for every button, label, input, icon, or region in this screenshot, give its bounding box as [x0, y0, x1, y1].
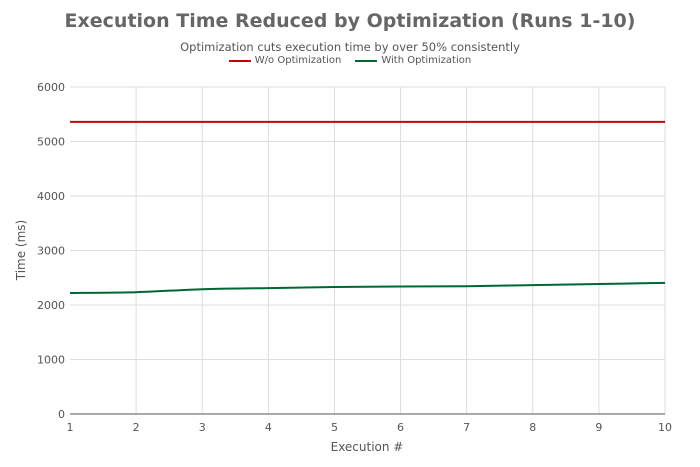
x-tick-label-1: 1 [67, 421, 74, 434]
x-axis-label: Execution # [331, 440, 404, 454]
legend: W/o Optimization With Optimization [0, 55, 700, 66]
axes: 0 1000 2000 3000 4000 5000 6000 1 2 3 4 5 6 7 8 9 10 [37, 81, 672, 434]
series-line-with-optimization [69, 281, 666, 295]
legend-item-without-optimization[interactable]: W/o Optimization [228, 55, 342, 66]
legend-label-with-optimization: With Optimization [381, 55, 472, 66]
legend-swatch-without-optimization [228, 59, 251, 62]
x-tick-label-4: 4 [265, 421, 272, 434]
legend-swatch-with-optimization [355, 59, 378, 62]
y-tick-label-5000: 5000 [37, 136, 65, 149]
x-tick-label-10: 10 [658, 421, 672, 434]
x-tick-label-8: 8 [529, 421, 536, 434]
x-tick-label-6: 6 [397, 421, 404, 434]
x-tick-label-7: 7 [463, 421, 470, 434]
chart-title: Execution Time Reduced by Optimization (… [64, 10, 636, 32]
y-tick-label-2000: 2000 [37, 299, 65, 312]
y-axis-label: Time (ms) [14, 220, 28, 282]
y-tick-label-4000: 4000 [37, 190, 65, 203]
y-tick-label-6000: 6000 [37, 81, 65, 94]
legend-label-without-optimization: W/o Optimization [254, 55, 342, 66]
x-tick-label-3: 3 [199, 421, 206, 434]
x-tick-label-5: 5 [331, 421, 338, 434]
chart-subtitle: Optimization cuts execution time by over… [180, 40, 520, 54]
x-tick-label-9: 9 [595, 421, 602, 434]
series-lines [69, 120, 666, 295]
y-tick-label-1000: 1000 [37, 354, 65, 367]
legend-item-with-optimization[interactable]: With Optimization [355, 55, 471, 66]
y-tick-label-0: 0 [58, 408, 65, 421]
y-tick-label-3000: 3000 [37, 245, 65, 258]
grid [70, 86, 666, 414]
x-tick-label-2: 2 [133, 421, 140, 434]
